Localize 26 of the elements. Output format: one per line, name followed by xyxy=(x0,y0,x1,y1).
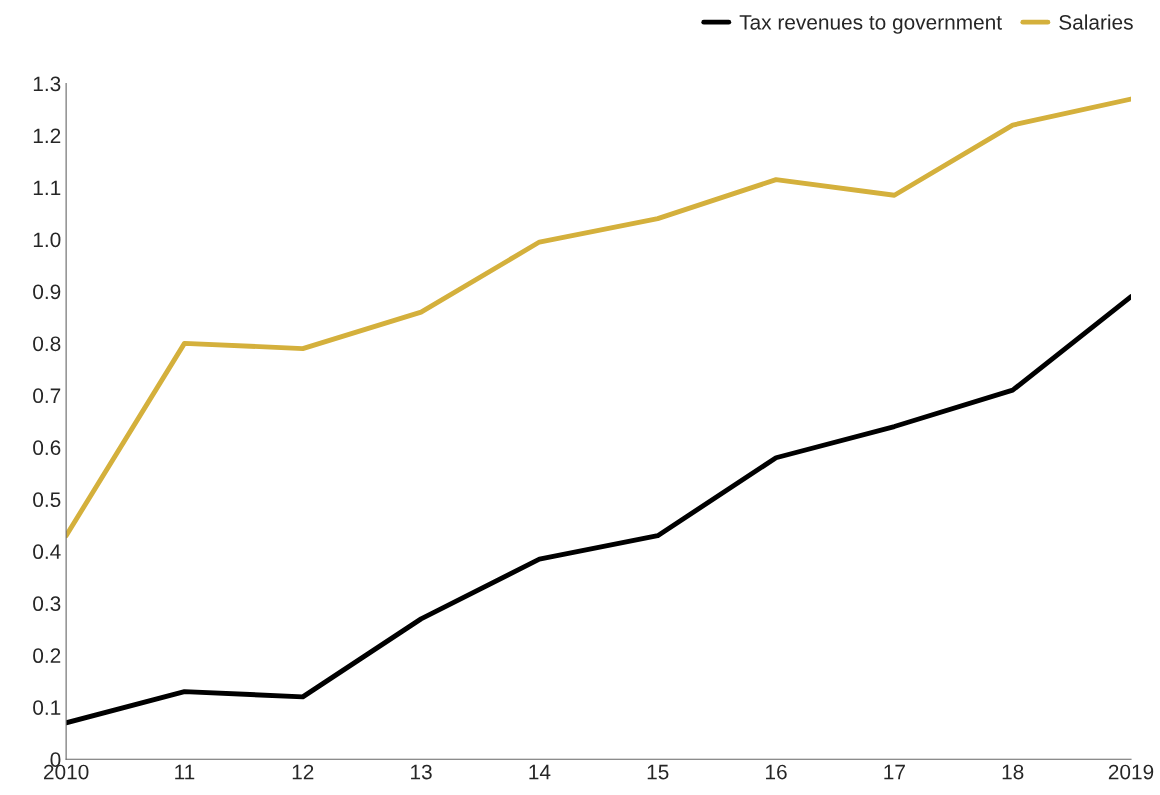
line-series xyxy=(66,294,1131,726)
y-tick-label: 0.7 xyxy=(33,388,61,404)
x-tick-label: 18 xyxy=(1002,764,1024,780)
y-tick-label: 1.0 xyxy=(33,232,61,248)
x-tick-label: 16 xyxy=(766,764,787,780)
y-tick-label: 1.2 xyxy=(33,128,61,143)
y-tick-label: 1.1 xyxy=(33,180,61,195)
y-tick-label: 0.6 xyxy=(33,440,61,456)
x-tick-label: 11 xyxy=(175,764,195,780)
y-tick-label: 0.2 xyxy=(33,648,61,664)
legend-label: Salaries xyxy=(1059,14,1133,30)
y-tick-label: 0.9 xyxy=(33,284,61,300)
y-tick-label: 0.5 xyxy=(33,492,61,508)
x-tick-label: 12 xyxy=(292,764,314,780)
x-tick-label: 13 xyxy=(411,764,432,780)
y-tick-label: 1.3 xyxy=(33,76,61,92)
x-tick-label: 14 xyxy=(529,764,551,780)
x-tick-label: 17 xyxy=(884,764,905,780)
line-series xyxy=(66,96,1131,539)
y-tick-label: 0.4 xyxy=(33,544,61,560)
x-tick-label: 15 xyxy=(647,764,669,780)
y-tick-label: 0.3 xyxy=(33,596,61,612)
legend-label: Tax revenues to government xyxy=(739,15,1002,34)
y-tick-label: 0.8 xyxy=(33,336,61,352)
x-tick-label: 2019 xyxy=(1108,764,1154,780)
y-tick-label: 0.1 xyxy=(33,700,61,715)
